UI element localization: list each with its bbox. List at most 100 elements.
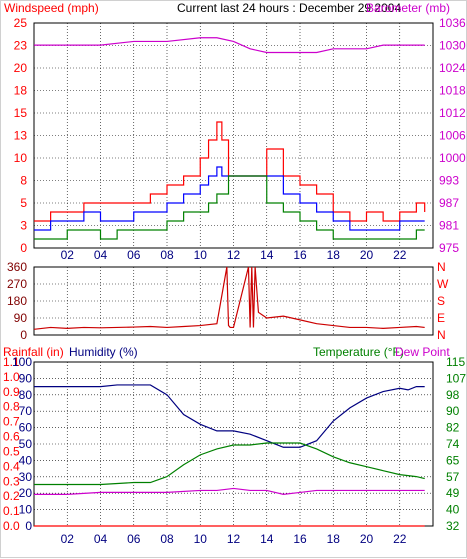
x-tick-label: 02 [61, 532, 75, 546]
rainfall-tick-label: 0.1 [3, 504, 20, 518]
windspeed-tick-label: 25 [14, 16, 28, 30]
x-tick-label: 14 [260, 248, 274, 262]
barometer-tick-label: 993 [439, 174, 459, 188]
humidity-tick-label: 60 [19, 421, 33, 435]
humidity-tick-label: 10 [19, 503, 33, 517]
temperature-tick-label: 49 [446, 486, 460, 500]
rainfall-tick-label: 0.9 [3, 385, 20, 399]
humidity-series-line [34, 384, 425, 448]
rainfall-tick-label: 0.7 [3, 415, 20, 429]
x-tick-label: 12 [227, 248, 241, 262]
temperature-axis-title: Temperature (°F) [313, 345, 404, 359]
humidity-axis-title: Humidity (%) [69, 345, 138, 359]
humidity-tick-label: 50 [19, 437, 33, 451]
barometer-axis-title: Barometer (mb) [366, 1, 450, 15]
dew-point-axis-title: Dew Point [395, 345, 450, 359]
compass-letter-label: S [437, 294, 445, 308]
x-tick-label: 22 [393, 532, 407, 546]
windspeed-tick-label: 20 [14, 61, 28, 75]
temperature-tick-label: 115 [446, 355, 465, 369]
windspeed-tick-label: 13 [14, 129, 28, 143]
x-tick-label: 10 [194, 532, 208, 546]
barometer-tick-label: 1012 [439, 106, 466, 120]
temperature-tick-label: 40 [446, 503, 460, 517]
barometer-tick-label: 1018 [439, 84, 466, 98]
compass-letter-label: W [437, 277, 449, 291]
windspeed-tick-label: 15 [14, 106, 28, 120]
barometer-series-line [34, 37, 425, 54]
humidity-tick-label: 40 [19, 453, 33, 467]
temperature-tick-label: 65 [446, 453, 460, 467]
x-tick-label: 16 [293, 248, 307, 262]
x-tick-label: 08 [160, 532, 174, 546]
temperature-series-line [34, 442, 425, 486]
rainfall-tick-label: 0.5 [3, 444, 20, 458]
barometer-tick-label: 1000 [439, 151, 466, 165]
dew_point-series-line [34, 487, 425, 495]
windspeed-tick-label: 10 [14, 151, 28, 165]
chart-title: Current last 24 hours : December 29 2004 [177, 1, 401, 15]
wind-gust-series-line [34, 121, 426, 222]
x-tick-label: 06 [127, 248, 141, 262]
barometer-tick-label: 981 [439, 219, 459, 233]
x-tick-label: 04 [94, 532, 108, 546]
x-tick-label: 10 [194, 248, 208, 262]
humidity-tick-label: 100 [12, 355, 32, 369]
x-tick-label: 22 [393, 248, 407, 262]
temperature-tick-label: 107 [446, 371, 466, 385]
humidity-tick-label: 20 [19, 486, 33, 500]
temperature-tick-label: 82 [446, 421, 460, 435]
windspeed-tick-label: 18 [14, 84, 28, 98]
windspeed-tick-label: 5 [20, 196, 27, 210]
x-tick-label: 16 [293, 532, 307, 546]
direction-tick-label: 0 [20, 328, 27, 342]
x-tick-label: 04 [94, 248, 108, 262]
compass-letter-label: E [437, 311, 445, 325]
wind-average-series-line [34, 166, 425, 231]
rainfall-tick-label: 0.4 [3, 459, 20, 473]
rainfall-tick-label: 1.1 [3, 355, 20, 369]
barometer-tick-label: 987 [439, 196, 459, 210]
rainfall-tick-label: 0.6 [3, 430, 20, 444]
barometer-tick-label: 975 [439, 241, 459, 255]
humidity-tick-label: 30 [19, 470, 33, 484]
x-tick-label: 02 [61, 248, 75, 262]
temperature-tick-label: 98 [446, 388, 460, 402]
x-tick-label: 12 [227, 532, 241, 546]
x-tick-label: 14 [260, 532, 274, 546]
direction-tick-label: 90 [14, 311, 28, 325]
temperature-tick-label: 57 [446, 470, 460, 484]
temperature-tick-label: 74 [446, 437, 460, 451]
x-tick-label: 18 [327, 532, 341, 546]
humidity-tick-label: 90 [19, 371, 33, 385]
rainfall-tick-label: 0.2 [3, 489, 20, 503]
compass-letter-label: N [437, 260, 446, 274]
wind-low-series-line [34, 175, 425, 240]
rainfall-tick-label: 0.0 [3, 519, 20, 533]
x-tick-label: 18 [327, 248, 341, 262]
x-tick-label: 20 [360, 248, 374, 262]
compass-letter-label: N [437, 328, 446, 342]
wind-direction-series-line [33, 266, 425, 330]
rainfall-tick-label: 0.8 [3, 400, 20, 414]
barometer-tick-label: 1030 [439, 39, 466, 53]
barometer-tick-label: 1024 [439, 61, 466, 75]
humidity-tick-label: 0 [25, 519, 32, 533]
direction-tick-label: 270 [7, 277, 27, 291]
rainfall-tick-label: 1.0 [3, 370, 20, 384]
x-tick-label: 20 [360, 532, 374, 546]
windspeed-tick-label: 8 [20, 174, 27, 188]
rainfall-axis-title: Rainfall (in) [3, 345, 64, 359]
windspeed-tick-label: 23 [14, 39, 28, 53]
windspeed-tick-label: 0 [20, 241, 27, 255]
direction-tick-label: 180 [7, 294, 27, 308]
temperature-tick-label: 32 [446, 519, 460, 533]
rainfall-tick-label: 0.3 [3, 474, 20, 488]
humidity-tick-label: 80 [19, 388, 33, 402]
x-tick-label: 08 [160, 248, 174, 262]
x-tick-label: 06 [127, 532, 141, 546]
direction-tick-label: 360 [7, 260, 27, 274]
barometer-tick-label: 1036 [439, 16, 466, 30]
